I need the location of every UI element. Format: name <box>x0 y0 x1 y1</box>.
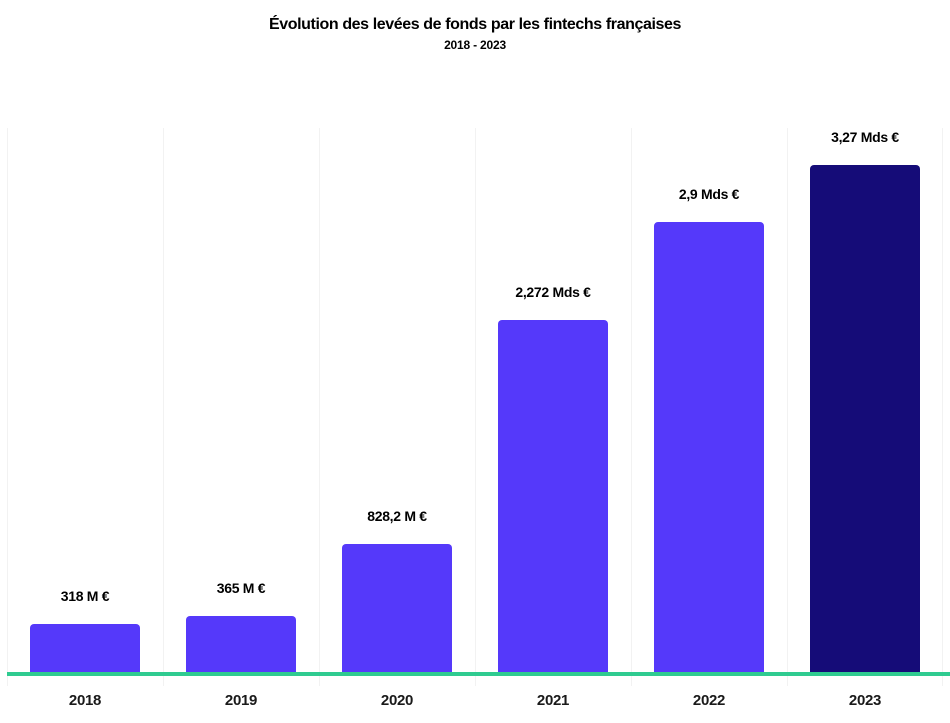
x-axis-label-2019: 2019 <box>224 692 258 709</box>
bar-2021 <box>498 320 608 673</box>
gridline <box>7 128 8 686</box>
bar-2022 <box>654 222 764 673</box>
bar-cell-2021: 2,272 Mds € <box>475 128 631 673</box>
gridline <box>475 128 476 686</box>
bar-2020 <box>342 544 452 673</box>
bar-value-label: 828,2 M € <box>367 508 427 524</box>
bar-value-label: 2,272 Mds € <box>515 284 591 300</box>
bar-value-label: 3,27 Mds € <box>831 129 899 145</box>
bar-2019 <box>186 616 296 673</box>
bar-2023 <box>810 165 920 673</box>
x-axis-label-2020: 2020 <box>380 692 414 709</box>
chart-title: Évolution des levées de fonds par les fi… <box>268 16 682 33</box>
x-axis-label-2018: 2018 <box>68 692 102 709</box>
bar-value-label: 365 M € <box>216 580 266 596</box>
gridline <box>631 128 632 686</box>
bar-value-label: 2,9 Mds € <box>678 186 740 202</box>
x-axis: 2018 2019 2020 2021 2022 2023 <box>7 692 943 709</box>
bar-cell-2018: 318 M € <box>7 128 163 673</box>
bar-cell-2020: 828,2 M € <box>319 128 475 673</box>
bar-cell-2023: 3,27 Mds € <box>787 128 943 673</box>
bar-cell-2022: 2,9 Mds € <box>631 128 787 673</box>
gridline <box>787 128 788 686</box>
bar-value-label: 318 M € <box>60 588 110 604</box>
gridline <box>163 128 164 686</box>
plot-area: 318 M € 365 M € 828,2 M € 2,272 Mds € 2,9 Md… <box>7 128 943 686</box>
gridline <box>319 128 320 686</box>
bar-cell-2019: 365 M € <box>163 128 319 673</box>
baseline <box>7 672 950 676</box>
chart-subtitle: 2018 - 2023 <box>444 38 506 52</box>
bar-2018 <box>30 624 140 673</box>
x-axis-label-2023: 2023 <box>848 692 882 709</box>
x-axis-label-2022: 2022 <box>692 692 726 709</box>
gridline <box>942 128 943 686</box>
x-axis-label-2021: 2021 <box>536 692 570 709</box>
